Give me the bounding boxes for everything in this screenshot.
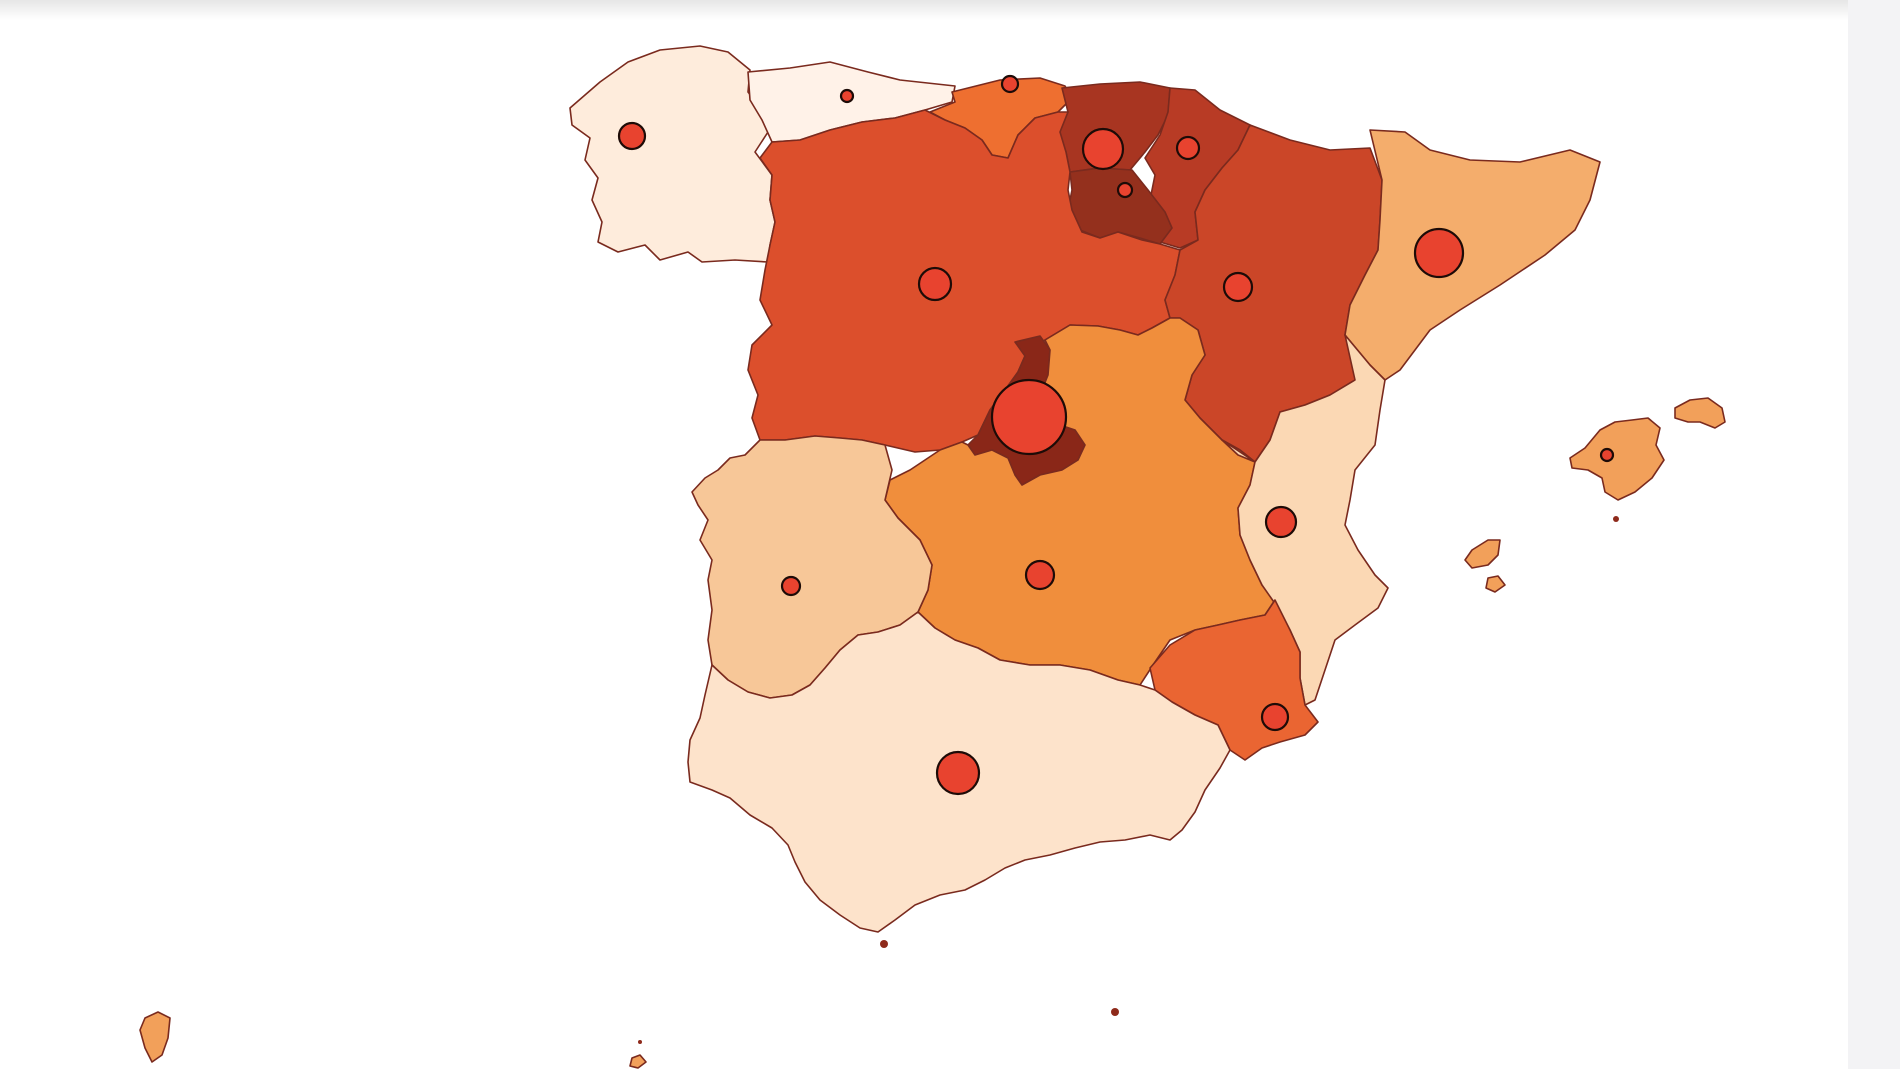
islet-alboran	[1613, 516, 1619, 522]
bubble-islas-baleares	[1599, 447, 1615, 463]
islet-melilla	[1111, 1008, 1119, 1016]
bubble-extremadura	[780, 575, 802, 597]
bubble-pais-vasco	[1081, 127, 1125, 171]
region-islas-canarias-small	[629, 1054, 647, 1069]
bubble-cataluna	[1413, 227, 1465, 279]
window-top-shadow	[0, 0, 1900, 20]
region-cataluna	[1344, 129, 1601, 381]
bubble-aragon	[1222, 271, 1254, 303]
bubble-castilla-la-mancha	[1024, 559, 1056, 591]
bubble-cantabria	[1000, 74, 1020, 94]
islet-canary-small	[638, 1040, 642, 1044]
region-islas-baleares-menorca	[1674, 397, 1726, 429]
bubble-la-rioja	[1116, 181, 1134, 199]
region-islas-baleares-mallorca	[1569, 417, 1665, 501]
bubble-asturias	[839, 88, 855, 104]
bubble-castilla-y-leon	[917, 266, 953, 302]
region-islas-baleares-ibiza	[1464, 539, 1501, 569]
region-islas-baleares-formentera	[1485, 575, 1506, 593]
vertical-scrollbar-track[interactable]	[1848, 0, 1900, 1069]
bubble-andalucia	[935, 750, 981, 796]
islet-ceuta	[880, 940, 888, 948]
region-navarra	[1144, 87, 1251, 249]
bubble-madrid	[990, 378, 1068, 456]
bubble-navarra	[1175, 135, 1201, 161]
bubble-murcia	[1260, 702, 1290, 732]
bubble-comunidad-valenciana	[1264, 505, 1298, 539]
region-islas-canarias	[139, 1011, 171, 1063]
bubble-galicia	[617, 121, 647, 151]
region-galicia	[569, 45, 776, 263]
